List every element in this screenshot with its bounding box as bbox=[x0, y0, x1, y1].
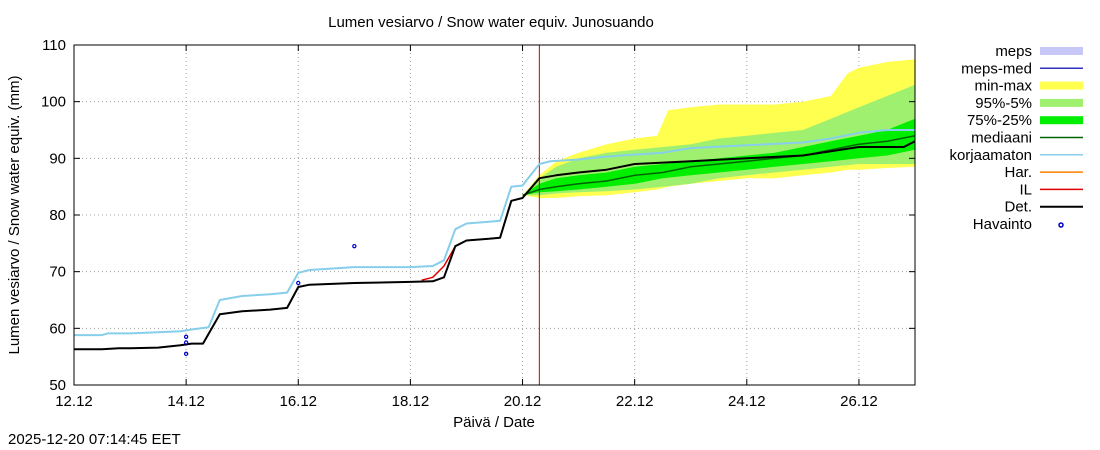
y-tick-label: 80 bbox=[49, 207, 66, 224]
legend-label-korjaamaton: korjaamaton bbox=[949, 147, 1032, 164]
legend-label-havainto: Havainto bbox=[973, 216, 1032, 233]
y-tick-label: 50 bbox=[49, 377, 66, 394]
havainto-point bbox=[183, 351, 189, 357]
legend-label-det: Det. bbox=[1004, 199, 1032, 216]
y-tick-label: 100 bbox=[41, 94, 66, 111]
grid bbox=[74, 45, 915, 385]
legend-label-meps_med: meps-med bbox=[961, 60, 1032, 77]
x-tick-label: 12.12 bbox=[55, 393, 93, 410]
havainto-point bbox=[352, 243, 357, 249]
line-layer bbox=[74, 45, 915, 385]
x-tick-label: 18.12 bbox=[392, 393, 430, 410]
point-layer bbox=[183, 243, 357, 357]
y-tick-label: 90 bbox=[49, 150, 66, 167]
legend-swatch-havainto bbox=[1058, 222, 1064, 228]
band-75-25 bbox=[522, 118, 915, 196]
legend-swatch-p95_5 bbox=[1040, 98, 1083, 107]
series-mediaani bbox=[522, 134, 915, 196]
y-tick-label: 60 bbox=[49, 320, 66, 337]
x-tick-label: 20.12 bbox=[504, 393, 542, 410]
band-layer bbox=[522, 59, 915, 199]
legend-label-mediaani: mediaani bbox=[971, 130, 1032, 147]
x-tick-label: 14.12 bbox=[167, 393, 205, 410]
havainto-point bbox=[183, 340, 189, 345]
x-tick-label: 16.12 bbox=[279, 393, 317, 410]
legend-label-meps: meps bbox=[995, 43, 1032, 60]
legend-label-minmax: min-max bbox=[974, 78, 1032, 95]
series-det bbox=[74, 140, 915, 351]
y-axis-label: Lumen vesiarvo / Snow water equiv. (mm) bbox=[6, 76, 23, 355]
y-tick-label: 110 bbox=[42, 37, 66, 54]
havainto-point bbox=[183, 334, 189, 340]
legend-label-il: IL bbox=[1019, 181, 1032, 198]
havainto-point bbox=[296, 280, 301, 286]
x-tick-label: 26.12 bbox=[840, 393, 878, 410]
legend-label-p95_5: 95%-5% bbox=[975, 95, 1032, 112]
legend-label-p75_25: 75%-25% bbox=[967, 112, 1032, 129]
axis-ticks: 50 60 70 80 90 100 110 12.12 14.12 16.12 18.12 20.1… bbox=[41, 37, 915, 410]
x-tick-label: 22.12 bbox=[616, 393, 654, 410]
legend: mepsmeps-medmin-max95%-5%75%-25%mediaani… bbox=[949, 43, 1083, 233]
legend-swatch-p75_25 bbox=[1040, 116, 1083, 125]
chart-title: Lumen vesiarvo / Snow water equiv. Junos… bbox=[328, 14, 654, 31]
series-korjaamaton bbox=[74, 129, 915, 337]
legend-swatch-minmax bbox=[1040, 81, 1083, 90]
timestamp: 2025-12-20 07:14:45 EET bbox=[8, 431, 181, 448]
y-tick-label: 70 bbox=[49, 264, 66, 281]
x-tick-label: 24.12 bbox=[728, 393, 766, 410]
x-axis-label: Päivä / Date bbox=[453, 414, 535, 431]
legend-label-har: Har. bbox=[1004, 164, 1032, 181]
legend-swatch-meps bbox=[1040, 47, 1083, 55]
